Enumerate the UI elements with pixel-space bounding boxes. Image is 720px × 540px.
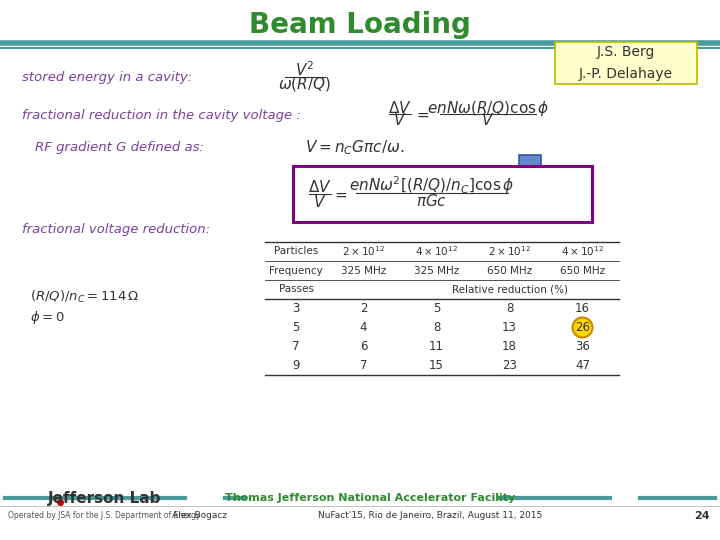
FancyBboxPatch shape <box>293 166 592 222</box>
Text: 24: 24 <box>694 511 710 521</box>
Text: $\phi = 0$: $\phi = 0$ <box>30 309 65 327</box>
Text: 2: 2 <box>360 302 367 315</box>
Text: $V$: $V$ <box>393 112 407 128</box>
Text: $\Delta V$: $\Delta V$ <box>308 179 332 195</box>
Text: Thomas Jefferson National Accelerator Facility: Thomas Jefferson National Accelerator Fa… <box>225 493 515 503</box>
Text: Relative reduction (%): Relative reduction (%) <box>451 285 567 294</box>
Text: 26: 26 <box>575 321 590 334</box>
FancyArrow shape <box>514 155 546 199</box>
Text: 325 MHz: 325 MHz <box>414 266 459 275</box>
Text: Alex Bogacz: Alex Bogacz <box>172 511 228 521</box>
Text: 3: 3 <box>292 302 300 315</box>
Text: Jefferson Lab: Jefferson Lab <box>48 490 162 505</box>
Text: $=$: $=$ <box>332 186 348 201</box>
Text: $\pi Gc$: $\pi Gc$ <box>416 193 448 209</box>
Text: 15: 15 <box>429 359 444 372</box>
Text: 13: 13 <box>502 321 517 334</box>
Text: 7: 7 <box>292 340 300 353</box>
Text: $enN\omega(R/Q)\cos\phi$: $enN\omega(R/Q)\cos\phi$ <box>427 98 549 118</box>
Text: $V$: $V$ <box>482 112 495 128</box>
Text: $=$: $=$ <box>414 106 430 122</box>
Text: RF gradient G defined as:: RF gradient G defined as: <box>35 141 204 154</box>
Text: $\omega(R/Q)$: $\omega(R/Q)$ <box>279 75 331 93</box>
Text: 8: 8 <box>506 302 513 315</box>
Text: Passes: Passes <box>279 285 313 294</box>
Text: 650 MHz: 650 MHz <box>560 266 605 275</box>
Text: $2\times10^{12}$: $2\times10^{12}$ <box>488 245 531 259</box>
Text: 5: 5 <box>292 321 300 334</box>
Text: stored energy in a cavity:: stored energy in a cavity: <box>22 71 192 84</box>
Text: fractional reduction in the cavity voltage :: fractional reduction in the cavity volta… <box>22 110 301 123</box>
Text: 23: 23 <box>502 359 517 372</box>
Text: $V^2$: $V^2$ <box>295 60 315 79</box>
Text: 8: 8 <box>433 321 440 334</box>
Text: 16: 16 <box>575 302 590 315</box>
Text: 4: 4 <box>360 321 367 334</box>
Text: $enN\omega^2[(R/Q)/n_C]\cos\phi$: $enN\omega^2[(R/Q)/n_C]\cos\phi$ <box>349 174 515 196</box>
Text: J.S. Berg
J.-P. Delahaye: J.S. Berg J.-P. Delahaye <box>579 45 673 81</box>
Text: 47: 47 <box>575 359 590 372</box>
Text: 9: 9 <box>292 359 300 372</box>
Text: 6: 6 <box>360 340 367 353</box>
Text: 36: 36 <box>575 340 590 353</box>
Text: NuFact'15, Rio de Janeiro, Brazil, August 11, 2015: NuFact'15, Rio de Janeiro, Brazil, Augus… <box>318 511 542 521</box>
Text: $2\times10^{12}$: $2\times10^{12}$ <box>342 245 385 259</box>
Text: $4\times10^{12}$: $4\times10^{12}$ <box>561 245 604 259</box>
Text: Operated by JSA for the J.S. Department of Energy: Operated by JSA for the J.S. Department … <box>8 511 200 521</box>
Text: 325 MHz: 325 MHz <box>341 266 386 275</box>
Text: 11: 11 <box>429 340 444 353</box>
Text: 18: 18 <box>502 340 517 353</box>
Text: Particles: Particles <box>274 246 318 256</box>
Text: $V$: $V$ <box>313 194 327 210</box>
Text: Beam Loading: Beam Loading <box>249 11 471 39</box>
Text: 5: 5 <box>433 302 440 315</box>
Text: $\Delta V$: $\Delta V$ <box>388 100 412 116</box>
Text: $4\times10^{12}$: $4\times10^{12}$ <box>415 245 458 259</box>
Text: fractional voltage reduction:: fractional voltage reduction: <box>22 224 210 237</box>
FancyBboxPatch shape <box>555 42 697 84</box>
Text: 650 MHz: 650 MHz <box>487 266 532 275</box>
Circle shape <box>572 318 593 338</box>
Text: 7: 7 <box>360 359 367 372</box>
Text: $(R/Q)/n_C = 114\,\Omega$: $(R/Q)/n_C = 114\,\Omega$ <box>30 289 140 305</box>
Text: $V = n_C G\pi c/\omega.$: $V = n_C G\pi c/\omega.$ <box>305 139 404 157</box>
Text: Frequency: Frequency <box>269 266 323 275</box>
